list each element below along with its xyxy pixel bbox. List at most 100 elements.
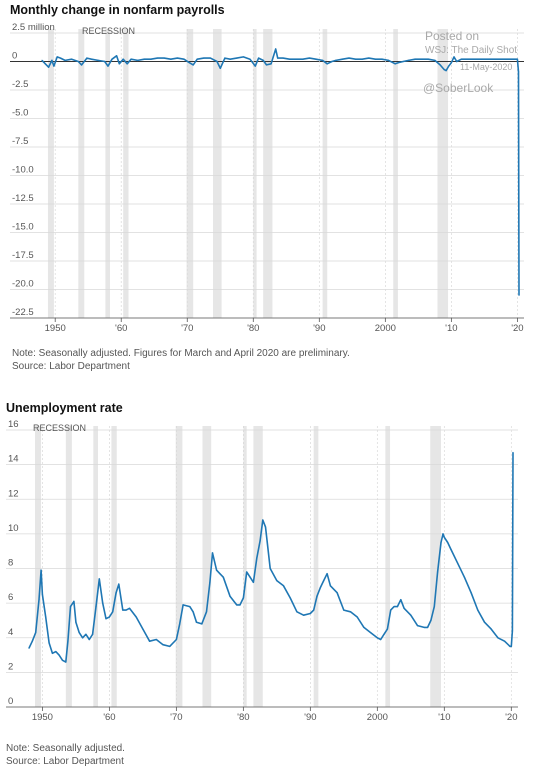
payrolls-data-point: [402, 60, 404, 63]
unemployment-xtick-label: '70: [170, 712, 182, 723]
unemployment-data-point: [61, 659, 64, 661]
unemployment-data-point: [249, 576, 251, 578]
unemployment-ytick-label: 16: [8, 419, 19, 430]
payrolls-data-point: [427, 58, 429, 60]
payrolls-data-point: [219, 67, 221, 69]
unemployment-data-point: [73, 600, 75, 602]
payrolls-data-point: [242, 56, 244, 58]
payrolls-data-point: [414, 58, 416, 60]
unemployment-data-point: [363, 626, 365, 628]
payrolls-xtick-label: '90: [313, 323, 325, 334]
payrolls-recession-band: [78, 29, 85, 318]
payrolls-data-point: [473, 58, 476, 60]
payrolls-data-point: [104, 60, 106, 63]
unemployment-data-point: [252, 581, 255, 583]
payrolls-data-point: [254, 65, 256, 67]
unemployment-data-point: [470, 592, 472, 594]
unemployment-data-point: [490, 628, 492, 630]
payrolls-data-point: [361, 58, 363, 60]
unemployment-data-point: [182, 604, 184, 606]
payrolls-data-point: [341, 58, 344, 60]
payrolls-xtick-label: 2000: [375, 323, 396, 334]
unemployment-ytick-label: 0: [8, 696, 13, 707]
payrolls-data-point: [126, 63, 128, 65]
unemployment-data-point: [512, 451, 514, 454]
payrolls-data-point: [216, 60, 218, 63]
unemployment-data-point: [259, 540, 261, 542]
unemployment-xtick-label: '80: [237, 712, 249, 723]
payrolls-data-point: [209, 57, 211, 59]
payrolls-data-point: [41, 59, 43, 61]
unemployment-data-point: [497, 637, 499, 639]
payrolls-recession-label: RECESSION: [82, 26, 135, 36]
unemployment-chart-panel: Unemployment rate 0 2 4 6 8 10 12 14 16 1950 '60 '7…: [0, 392, 541, 774]
payrolls-data-point: [450, 62, 452, 64]
unemployment-ytick-label: 8: [8, 558, 13, 569]
unemployment-ytick-label: 4: [8, 627, 13, 638]
payrolls-chart-title: Monthly change in nonfarm payrolls: [10, 3, 225, 17]
unemployment-xtick-label: 2000: [367, 712, 388, 723]
unemployment-data-point: [256, 557, 258, 559]
payrolls-data-point: [308, 57, 311, 59]
unemployment-data-point: [511, 630, 514, 632]
payrolls-ytick-label: -20.0: [12, 279, 34, 290]
payrolls-data-point: [513, 58, 515, 60]
unemployment-data-point: [88, 638, 90, 641]
unemployment-data-point: [125, 609, 127, 611]
unemployment-data-point: [442, 533, 444, 535]
unemployment-data-point: [483, 621, 486, 623]
payrolls-ytick-label: -5.0: [12, 108, 28, 119]
payrolls-ytick-label: -2.5: [12, 79, 28, 90]
payrolls-data-point: [448, 65, 450, 67]
payrolls-data-point: [460, 58, 462, 60]
unemployment-data-point: [282, 585, 285, 587]
unemployment-data-point: [463, 576, 466, 578]
unemployment-chart-title: Unemployment rate: [6, 401, 123, 415]
unemployment-data-point: [443, 536, 445, 538]
unemployment-data-point: [509, 645, 511, 648]
payrolls-data-point: [388, 59, 390, 61]
unemployment-data-point: [262, 519, 264, 521]
unemployment-data-point: [135, 616, 137, 618]
unemployment-chart: 0 2 4 6 8 10 12 14 16 1950 '60 '70 '80 '90 2000 '10 '20 R…: [6, 419, 518, 723]
unemployment-data-point: [383, 633, 385, 635]
unemployment-data-point: [148, 640, 151, 642]
payrolls-data-point: [355, 58, 357, 60]
watermark-date: 11-May-2020: [460, 62, 513, 72]
unemployment-data-point: [162, 644, 164, 646]
payrolls-data-point: [453, 56, 455, 58]
unemployment-xtick-label: '10: [438, 712, 450, 723]
payrolls-source: Source: Labor Department: [12, 361, 130, 372]
payrolls-data-point: [421, 58, 423, 60]
payrolls-data-point: [270, 63, 272, 65]
payrolls-data-point: [188, 62, 190, 64]
unemployment-data-point: [239, 604, 241, 606]
payrolls-xtick-label: '10: [445, 323, 457, 334]
payrolls-data-point: [48, 66, 50, 68]
unemployment-data-point: [102, 602, 104, 604]
unemployment-data-point: [416, 625, 419, 627]
payrolls-data-point: [71, 58, 73, 60]
payrolls-recession-band: [105, 29, 111, 318]
unemployment-data-point: [41, 593, 43, 596]
unemployment-data-point: [192, 611, 194, 613]
unemployment-data-point: [242, 597, 244, 599]
payrolls-data-point: [480, 58, 482, 60]
payrolls-data-point: [394, 63, 396, 65]
unemployment-data-point: [329, 585, 332, 587]
unemployment-data-point: [112, 611, 114, 613]
payrolls-data-point: [81, 64, 83, 66]
payrolls-data-point: [443, 68, 445, 71]
payrolls-data-point: [53, 65, 55, 67]
payrolls-data-point: [111, 58, 113, 60]
unemployment-data-point: [92, 633, 94, 635]
payrolls-data-point: [183, 58, 185, 60]
payrolls-data-point: [77, 60, 79, 63]
unemployment-data-point: [264, 526, 267, 528]
unemployment-recession-band: [93, 426, 98, 707]
payrolls-chart-panel: Monthly change in nonfarm payrolls 2.5 m…: [0, 0, 541, 380]
unemployment-data-point: [289, 597, 291, 599]
payrolls-data-point: [192, 64, 194, 66]
payrolls-data-point: [335, 59, 337, 61]
unemployment-data-point: [504, 640, 506, 642]
